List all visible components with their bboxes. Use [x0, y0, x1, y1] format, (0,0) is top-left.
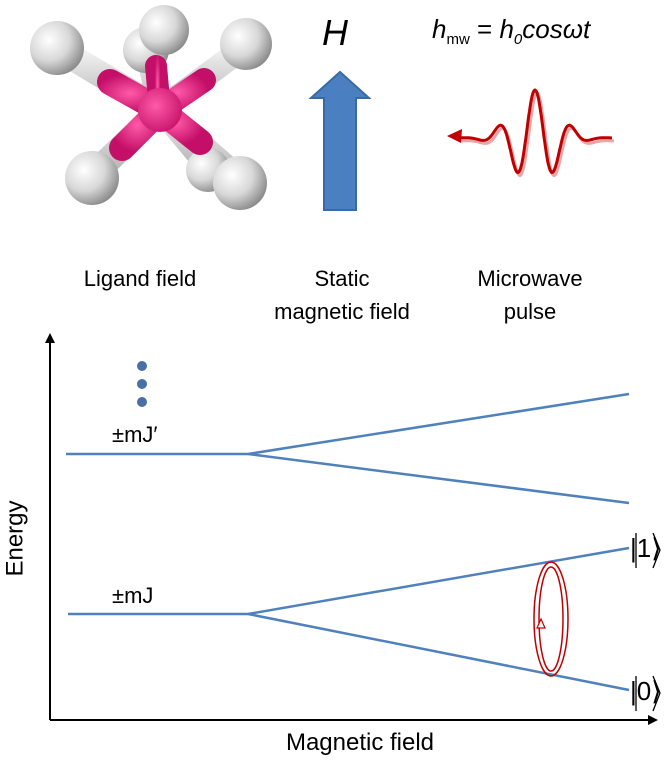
x-axis-arrowhead [648, 715, 658, 725]
x-axis-label: Magnetic field [285, 729, 435, 756]
microwave-equation: hmw = h0cosωt [432, 14, 591, 49]
ligand-field-label: Ligand field [83, 266, 197, 291]
state-one-label: |1⟩ [630, 533, 662, 563]
upper-level-label: ±mJ′ [112, 422, 158, 447]
ellipsis-dot [137, 379, 147, 389]
y-axis-label: Energy [1, 500, 29, 577]
static-field-label: Static magnetic field [274, 266, 410, 324]
field-symbol: H [322, 12, 348, 53]
ellipsis-dot [137, 397, 147, 407]
lower-energy-level [68, 546, 630, 692]
microwave-pulse-label: Microwave pulse [477, 266, 583, 324]
microwave-pulse-wave [447, 88, 614, 178]
y-axis-arrowhead [45, 333, 55, 343]
molecule-illustration [30, 5, 272, 210]
state-zero-label: |0⟩ [630, 676, 662, 706]
upper-energy-level [66, 392, 630, 505]
ket-bars [635, 532, 661, 712]
ellipsis-dot [137, 361, 147, 371]
magnetic-field-arrow [308, 70, 372, 211]
lower-level-label: ±mJ [112, 583, 154, 608]
transition-loop [533, 561, 569, 677]
